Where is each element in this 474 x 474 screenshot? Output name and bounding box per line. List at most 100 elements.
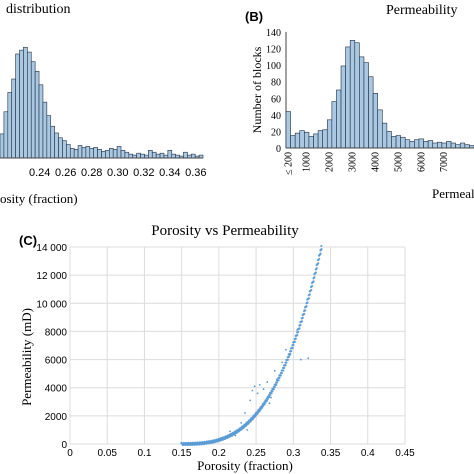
panel-c-point xyxy=(311,284,314,288)
panel-a-bar xyxy=(77,145,83,159)
panel-c-x-tick-label: 0 xyxy=(67,448,73,459)
panel-c-point xyxy=(291,346,294,350)
panel-a-bar xyxy=(116,146,122,159)
panel-b-bar xyxy=(409,141,415,149)
panel-b-y-tick-label: 120 xyxy=(266,45,281,56)
panel-c-point xyxy=(286,358,290,361)
panel-b-bar xyxy=(418,138,424,149)
panel-b-bar xyxy=(308,136,314,149)
panel-c-outlier-point xyxy=(256,392,259,395)
panel-b-bar xyxy=(349,39,356,149)
panel-c-y-tick-label: 6000 xyxy=(45,356,68,367)
panel-c-y-tick-label: 4000 xyxy=(45,384,68,395)
panel-a-bar xyxy=(85,146,91,159)
panel-c-outlier-point xyxy=(307,357,310,360)
panel-a-bar xyxy=(159,152,165,159)
panel-b-x-tick-label: 2000 xyxy=(325,152,336,172)
panel-a-tick-label: 0.28 xyxy=(81,167,102,179)
panel-b-bar xyxy=(317,130,323,149)
panel-a-bar xyxy=(19,49,24,159)
panel-c-point xyxy=(318,257,321,260)
panel-b-x-tick-label: 7000 xyxy=(439,152,450,172)
panel-a-tick-label: 0.24 xyxy=(29,167,50,179)
panel-a-tick-label: 0.32 xyxy=(133,167,154,179)
panel-a-bar xyxy=(0,133,5,159)
panel-b-y-tick-label: 100 xyxy=(266,61,281,72)
panel-a-bar xyxy=(140,153,145,159)
panel-c-point xyxy=(269,394,272,397)
panel-b-bar xyxy=(322,129,328,149)
panel-c-outlier-point xyxy=(262,388,265,391)
panel-c-point xyxy=(298,327,301,330)
panel-c-point xyxy=(301,316,304,319)
panel-c-title: Porosity vs Permeability xyxy=(151,223,299,239)
panel-c-point xyxy=(290,349,293,353)
panel-c-outlier-point xyxy=(266,381,269,383)
panel-b-bar xyxy=(313,133,319,149)
panel-a-bar xyxy=(97,149,102,159)
panel-c-point xyxy=(320,248,323,251)
panel-a-bar xyxy=(42,101,48,159)
panel-c-point xyxy=(310,288,313,292)
panel-c-point xyxy=(257,411,260,414)
panel-a-bar xyxy=(112,149,118,159)
panel-c-point xyxy=(297,330,300,334)
panel-c-point xyxy=(308,293,311,296)
panel-c-point xyxy=(317,262,320,265)
panel-a-tick-labels: 0.24 0.26 0.28 0.30 0.32 0.34 0.36 xyxy=(29,167,207,179)
panel-b-x-tick-label: 1000 xyxy=(302,152,313,172)
panel-c-x-tick-label: 0.2 xyxy=(212,448,226,459)
panel-c-point xyxy=(307,297,311,300)
panel-a-bar xyxy=(7,92,13,159)
panel-c-outlier-point xyxy=(240,421,243,424)
panel-a-bar xyxy=(62,140,67,159)
panel-b-y-tick-label: 60 xyxy=(271,94,281,105)
panel-b-x-tick-label: 3000 xyxy=(347,152,358,172)
panel-c-point xyxy=(258,409,262,412)
panel-b-bar xyxy=(441,142,447,149)
panel-b-y-tick-labels: 0 20 40 60 80 100 120 140 xyxy=(266,28,281,155)
panel-c-outlier-point xyxy=(253,385,256,388)
panel-a-histogram: distribution 0.24 0.26 0.28 0.30 0.32 0.34 0.3… xyxy=(0,2,207,206)
panel-c-point xyxy=(277,379,280,382)
panel-a-bar xyxy=(105,149,110,159)
panel-a-bar xyxy=(50,125,55,159)
panel-a-bars xyxy=(0,46,204,159)
panel-c-x-tick-label: 0.15 xyxy=(172,448,192,459)
panel-c-y-tick-label: 8000 xyxy=(45,327,68,338)
panel-c-x-tick-label: 0.35 xyxy=(321,448,341,459)
panel-b-bar xyxy=(446,141,452,149)
panel-c-point xyxy=(294,337,297,340)
panel-c-point xyxy=(264,401,267,404)
panel-c-point xyxy=(303,312,306,315)
panel-b-bar xyxy=(381,122,388,149)
panel-c-outlier-point xyxy=(292,341,295,344)
panel-c-y-tick-label: 14 000 xyxy=(36,243,67,254)
panel-c-outlier-point xyxy=(221,436,224,439)
panel-b-y-tick-label: 0 xyxy=(276,144,281,155)
panel-b-bar xyxy=(354,42,360,149)
panel-b-bar xyxy=(423,141,429,149)
panel-c-outlier-point xyxy=(268,402,271,405)
panel-c-outlier-point xyxy=(229,430,231,433)
panel-c-point xyxy=(282,369,285,372)
panel-c-point xyxy=(312,280,315,283)
panel-c-y-tick-labels: 0 2000 4000 6000 8000 10 000 12 000 14 000 xyxy=(36,243,67,451)
panel-a-bar xyxy=(54,132,59,159)
panel-c-point xyxy=(272,388,276,391)
panel-a-bar xyxy=(15,53,20,159)
panel-b-bar xyxy=(363,62,369,149)
panel-c-y-tick-label: 2000 xyxy=(45,412,68,423)
panel-b-x-tick-labels: ≤ 200 1000 2000 3000 4000 5000 6000 7000 xyxy=(283,152,450,175)
panel-c-x-tick-label: 0.1 xyxy=(137,448,151,459)
panel-b-bar xyxy=(299,130,305,149)
panel-a-bar xyxy=(190,153,196,159)
panel-c-x-tick-label: 0.45 xyxy=(395,448,415,459)
panel-c-point xyxy=(268,396,271,399)
panel-c-x-label: Porosity (fraction) xyxy=(197,458,293,473)
panel-a-bar xyxy=(171,153,176,159)
panel-c-point xyxy=(259,408,262,411)
panel-b-label: (B) xyxy=(245,9,263,24)
panel-b-bar xyxy=(326,119,333,149)
